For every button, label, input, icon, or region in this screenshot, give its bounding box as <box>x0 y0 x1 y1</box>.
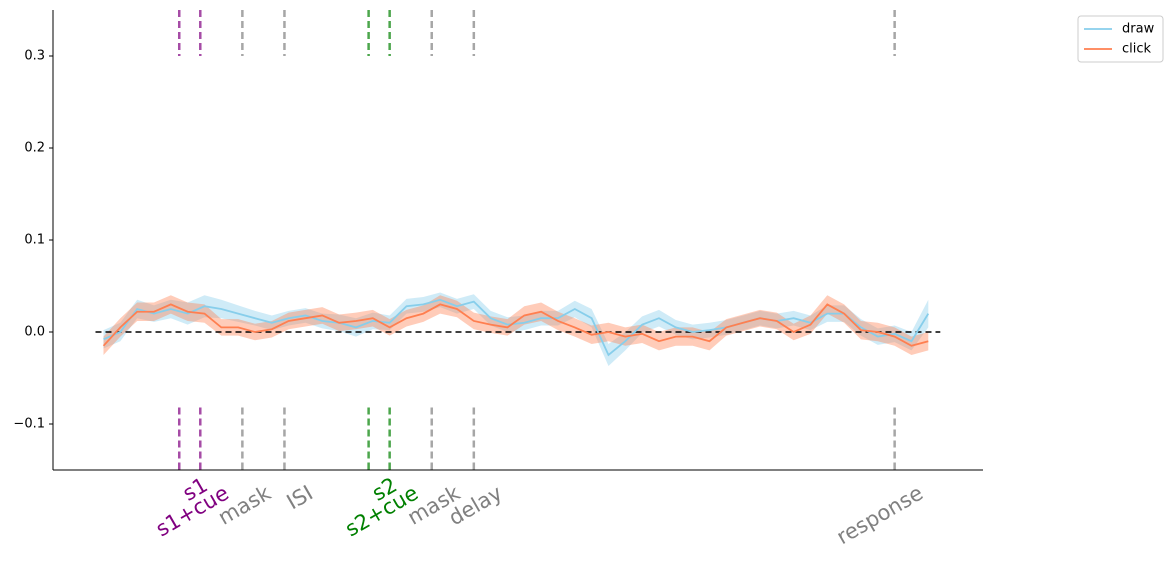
legend: draw click <box>1077 15 1164 63</box>
y-tick-label: −0.1 <box>13 417 45 432</box>
y-tick-label: 0.1 <box>24 233 45 248</box>
error-band <box>103 292 929 367</box>
legend-label: click <box>1122 42 1152 57</box>
event-label: ISI <box>283 481 317 515</box>
y-tick-label: 0.2 <box>24 141 45 156</box>
data-line <box>103 298 930 357</box>
event-label: response <box>833 481 928 549</box>
legend-box <box>1077 15 1164 63</box>
y-tick-label: 0.3 <box>24 49 45 64</box>
y-tick-label: 0.0 <box>24 325 45 340</box>
error-band <box>103 295 929 355</box>
legend-label: draw <box>1122 22 1155 37</box>
data-line <box>102 303 929 347</box>
